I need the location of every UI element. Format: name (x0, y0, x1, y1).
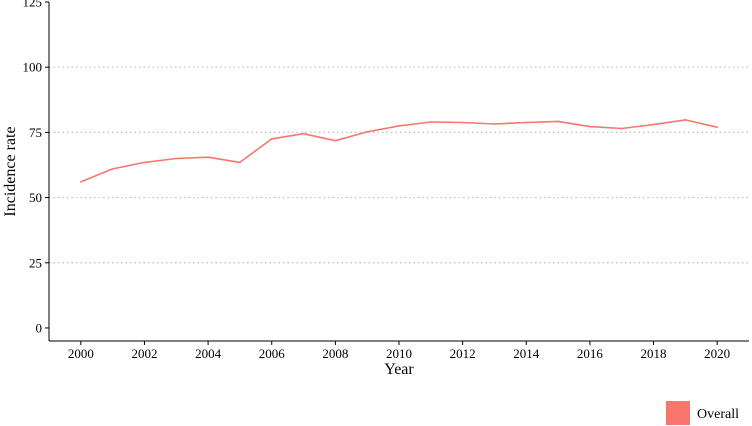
y-axis-title: Incidence rate (2, 126, 19, 216)
data-point (461, 121, 464, 124)
data-point (716, 126, 718, 128)
x-tick-label: 2010 (386, 346, 412, 361)
x-tick-label: 2000 (68, 346, 94, 361)
data-point (366, 131, 368, 133)
data-point (207, 156, 209, 158)
data-point (589, 125, 591, 128)
y-tick-label: 50 (29, 190, 42, 205)
data-point (493, 123, 496, 125)
x-tick-label: 2002 (131, 346, 157, 361)
data-point (398, 125, 400, 127)
x-tick-label: 2018 (641, 346, 667, 361)
x-tick-label: 2014 (513, 346, 540, 361)
legend-label: Overall (697, 407, 739, 422)
data-point (175, 157, 178, 160)
data-point (684, 119, 687, 121)
data-point (557, 120, 559, 123)
series-lines (80, 119, 718, 183)
data-point (302, 132, 305, 135)
data-point (652, 123, 655, 126)
y-tick-label: 75 (29, 125, 42, 140)
y-tick-label: 0 (36, 320, 43, 335)
data-point (334, 139, 337, 142)
y-tick-label: 100 (23, 60, 43, 75)
legend-swatch (666, 401, 690, 425)
legend: Overall (666, 401, 739, 425)
x-axis-title: Year (384, 361, 414, 378)
data-point (620, 127, 623, 130)
x-tick-label: 2012 (450, 346, 476, 361)
x-tick-label: 2008 (322, 346, 348, 361)
data-point (525, 121, 528, 124)
data-point (239, 161, 241, 164)
data-point (143, 161, 146, 164)
x-tick-label: 2016 (577, 346, 604, 361)
x-tick-label: 2006 (259, 346, 286, 361)
y-axis-ticks: 0 25 50 75 100 125 (23, 0, 49, 335)
x-tick-label: 2004 (195, 346, 222, 361)
data-point (430, 121, 432, 123)
x-axis-ticks: 2000 2002 2004 2006 2008 2010 2012 2014 2016 2018… (68, 341, 730, 361)
data-point (270, 138, 273, 140)
gridlines (49, 66, 749, 264)
data-point (80, 181, 82, 183)
y-tick-label: 25 (29, 255, 42, 270)
y-tick-label: 125 (23, 0, 43, 10)
x-tick-label: 2020 (704, 346, 730, 361)
data-point (111, 168, 114, 170)
